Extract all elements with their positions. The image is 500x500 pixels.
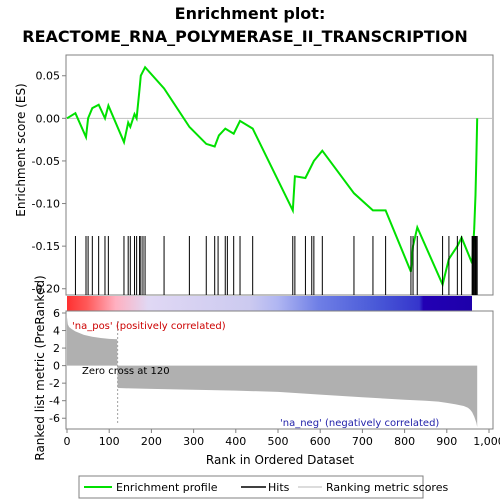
metric-panel: 6 4 2 0 -2 -4 -6 0 100 200 300 400 500 600 700 800 900 1… [33,275,500,467]
legend-hits-label: Hits [268,481,290,494]
es-panel: 0.05 0.00 -0.05 -0.10 -0.15 -0.20 Enrichment … [14,54,494,296]
metric-y-tick-label: -2 [49,377,60,390]
x-tick-label: 400 [225,435,246,448]
hits-group [74,236,478,295]
es-y-tick-label: 0.00 [36,112,61,125]
x-tick-label: 800 [394,435,415,448]
x-tick-label: 900 [436,435,457,448]
ranking-color-bar [67,296,472,311]
x-axis-label: Rank in Ordered Dataset [206,453,354,467]
ranking-color-bar-tail [472,296,493,311]
es-y-tick-label: -0.05 [32,155,60,168]
x-tick-label: 500 [268,435,289,448]
chart-title-line1: Enrichment plot: [175,4,326,23]
enrichment-profile-line [66,65,479,288]
zero-cross-label: Zero cross at 120 [82,366,170,377]
metric-y-tick-label: 6 [53,307,60,320]
metric-y-tick-label: -6 [49,412,60,425]
legend: Enrichment profile Hits Ranking metric s… [78,475,448,499]
negative-correlation-label: 'na_neg' (negatively correlated) [280,418,439,429]
x-ticks: 0 100 200 300 400 500 600 700 800 900 1,000 [64,429,500,448]
positive-correlation-label: 'na_pos' (positively correlated) [72,321,226,332]
metric-y-tick-label: -4 [49,395,60,408]
es-y-tick-label: -0.10 [32,198,60,211]
metric-y-tick-label: 2 [53,342,60,355]
legend-enrichment-label: Enrichment profile [116,481,218,494]
es-y-tick-label: -0.15 [32,240,60,253]
x-tick-label: 100 [99,435,120,448]
chart-title-line2: REACTOME_RNA_POLYMERASE_II_TRANSCRIPTION [22,27,468,46]
es-y-ticks: 0.05 0.00 -0.05 -0.10 -0.15 -0.20 [32,70,66,296]
metric-y-tick-label: 0 [53,360,60,373]
x-tick-label: 200 [141,435,162,448]
metric-y-axis-label: Ranked list metric (PreRanked) [33,275,47,460]
ranking-metric-area [67,317,478,427]
metric-y-tick-label: 4 [53,325,60,338]
es-panel-frame [65,54,494,296]
x-tick-label: 700 [352,435,373,448]
es-y-tick-label: -0.20 [32,283,60,296]
es-y-axis-label: Enrichment score (ES) [14,83,28,216]
x-tick-label: 300 [183,435,204,448]
metric-y-ticks: 6 4 2 0 -2 -4 -6 [49,307,66,425]
x-tick-label: 0 [64,435,71,448]
es-y-tick-label: 0.05 [36,70,61,83]
x-tick-label: 1,000 [473,435,500,448]
legend-metric-label: Ranking metric scores [326,481,448,494]
x-tick-label: 600 [310,435,331,448]
